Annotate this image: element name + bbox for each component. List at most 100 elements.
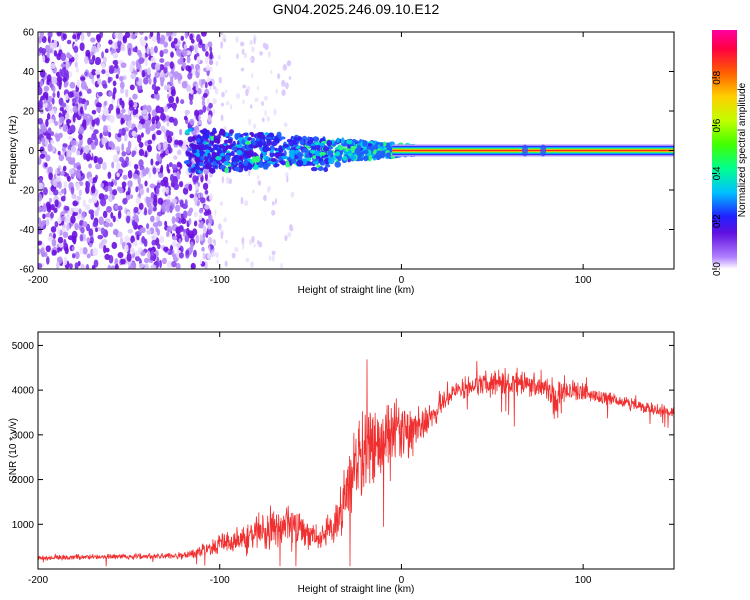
x-tick-label: 100 <box>575 275 592 286</box>
faint-blob <box>251 235 255 244</box>
noise-blob <box>69 124 76 134</box>
noise-blob <box>136 234 140 241</box>
noise-blob <box>63 238 67 248</box>
noise-blob <box>146 187 150 193</box>
noise-blob <box>188 183 193 192</box>
noise-blob <box>160 34 166 43</box>
noise-blob <box>153 76 157 85</box>
noise-blob <box>57 167 61 175</box>
faint-blob <box>239 41 245 47</box>
noise-blob <box>103 107 109 117</box>
noise-blob <box>57 227 61 236</box>
noise-blob <box>96 33 102 43</box>
signal-blob <box>210 134 215 142</box>
noise-blob <box>171 216 176 225</box>
noise-blob <box>120 118 124 125</box>
noise-blob <box>56 81 60 87</box>
noise-blob <box>71 230 78 239</box>
faint-blob <box>202 252 206 260</box>
noise-blob <box>184 109 191 115</box>
noise-blob <box>207 114 212 122</box>
noise-blob <box>82 199 87 208</box>
noise-blob <box>201 99 206 107</box>
signal-blob <box>241 139 246 145</box>
faint-blob <box>216 259 219 265</box>
noise-blob <box>46 112 51 122</box>
noise-blob <box>147 144 152 153</box>
noise-blob <box>69 81 76 89</box>
noise-blob <box>71 97 77 104</box>
faint-blob <box>223 126 227 131</box>
faint-blob <box>212 97 217 105</box>
noise-blob <box>164 220 168 227</box>
noise-blob <box>194 45 198 54</box>
noise-blob <box>108 39 113 45</box>
noise-blob <box>121 151 127 157</box>
chart-title: GN04.2025.246.09.10.E12 <box>273 1 440 17</box>
signal-blob <box>292 141 298 145</box>
noise-blob <box>117 39 122 49</box>
noise-blob <box>115 162 121 171</box>
noise-blob <box>64 246 69 255</box>
noise-blob <box>208 59 214 66</box>
faint-blob <box>284 234 288 241</box>
noise-blob <box>84 101 87 111</box>
noise-blob <box>118 187 124 194</box>
noise-blob <box>38 86 43 96</box>
noise-blob <box>59 116 65 124</box>
noise-blob <box>50 203 55 211</box>
noise-blob <box>38 99 43 108</box>
noise-blob <box>138 57 145 65</box>
noise-blob <box>42 213 46 220</box>
y-tick-label: 40 <box>23 67 35 78</box>
faint-blob <box>214 209 217 216</box>
noise-blob <box>208 193 213 202</box>
noise-blob <box>179 75 183 80</box>
noise-blob <box>153 45 158 54</box>
faint-blob <box>281 79 286 87</box>
signal-blob <box>293 136 298 143</box>
signal-blob <box>235 168 240 172</box>
signal-blob <box>363 149 369 155</box>
noise-blob <box>156 220 163 227</box>
noise-blob <box>180 35 185 41</box>
signal-blob <box>310 166 318 172</box>
signal-blob <box>362 140 368 147</box>
faint-blob <box>234 246 239 253</box>
noise-blob <box>169 174 174 182</box>
noise-blob <box>93 129 99 135</box>
noise-blob <box>122 174 128 180</box>
signal-blob <box>296 151 304 158</box>
signal-blob <box>232 161 237 166</box>
signal-blob <box>187 136 194 143</box>
noise-blob <box>57 236 64 244</box>
noise-blob <box>173 176 179 186</box>
noise-blob <box>146 223 150 230</box>
faint-blob <box>220 231 224 240</box>
noise-blob <box>80 76 86 81</box>
signal-blob <box>314 150 321 157</box>
noise-blob <box>163 67 168 74</box>
signal-blob <box>290 158 297 164</box>
signal-blob <box>328 157 335 165</box>
noise-blob <box>38 193 43 202</box>
noise-blob <box>38 206 43 213</box>
noise-blob <box>95 117 100 126</box>
noise-blob <box>193 196 199 203</box>
faint-blob <box>287 231 292 238</box>
noise-blob <box>103 245 107 254</box>
noise-blob <box>204 204 210 210</box>
noise-blob <box>73 45 79 54</box>
noise-blob <box>90 185 96 194</box>
noise-blob <box>139 188 145 196</box>
signal-blob <box>266 138 271 143</box>
noise-blob <box>138 141 144 148</box>
noise-blob <box>143 238 148 248</box>
colorbar-tick-label: 0.2 <box>712 214 723 228</box>
noise-blob <box>199 197 206 204</box>
faint-blob <box>206 77 211 83</box>
noise-blob <box>97 77 102 85</box>
faint-blob <box>218 223 222 231</box>
noise-blob <box>202 92 208 98</box>
faint-blob <box>220 41 224 49</box>
